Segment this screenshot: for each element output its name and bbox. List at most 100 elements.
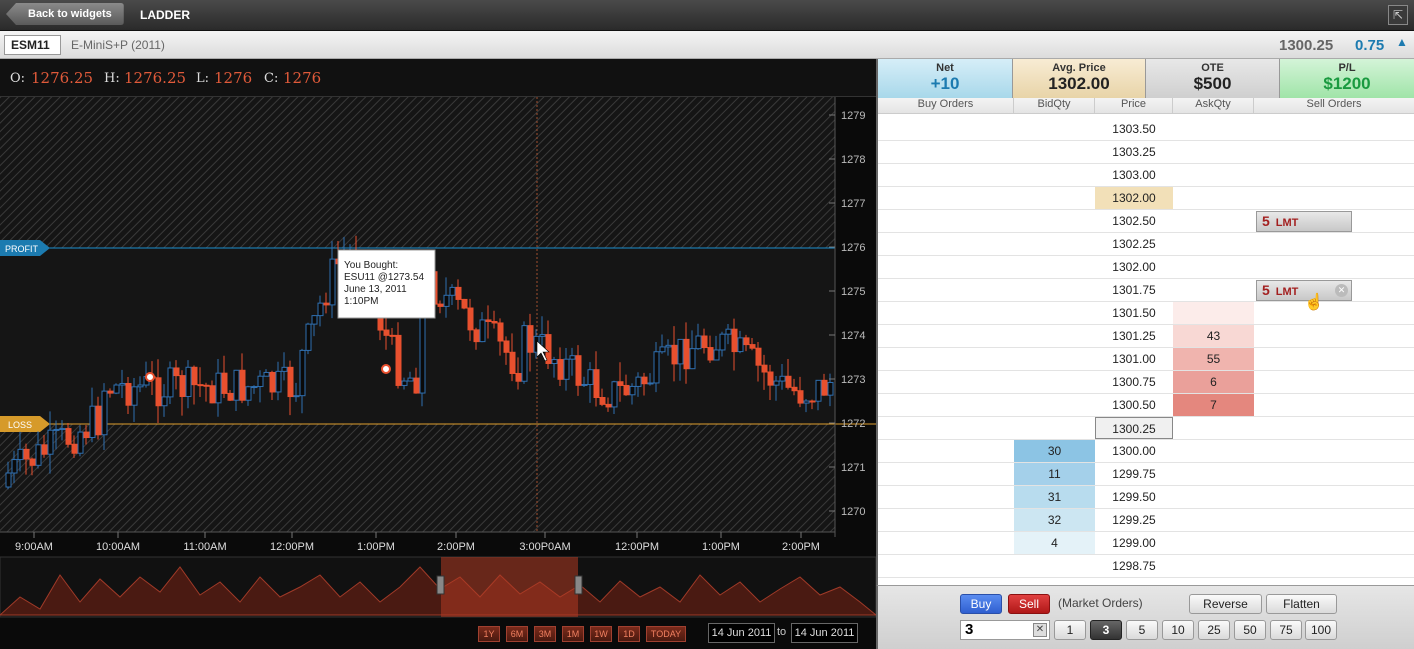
loss-tag[interactable] — [0, 416, 50, 432]
qty-preset-3[interactable]: 3 — [1090, 620, 1122, 640]
buy-order-cell[interactable] — [878, 141, 1014, 163]
qty-preset-10[interactable]: 10 — [1162, 620, 1194, 640]
ladder-row[interactable]: 1303.00 — [878, 164, 1414, 187]
trade-marker[interactable] — [145, 372, 155, 382]
price-chart[interactable]: PROFIT LOSS 1279 1278 1277 1276 1275 1274 1273… — [0, 97, 876, 649]
trade-marker[interactable] — [381, 364, 391, 374]
buy-order-cell[interactable] — [878, 463, 1014, 485]
buy-order-cell[interactable] — [878, 325, 1014, 347]
sell-order-cell[interactable] — [1254, 532, 1414, 554]
bid-qty-cell[interactable] — [1014, 348, 1095, 370]
ladder-row[interactable]: 11 1299.75 — [878, 463, 1414, 486]
buy-order-cell[interactable] — [878, 555, 1014, 577]
ask-qty-cell[interactable] — [1173, 164, 1254, 186]
ask-qty-cell[interactable] — [1173, 509, 1254, 531]
ladder-row[interactable]: 1300.75 6 — [878, 371, 1414, 394]
ask-qty-cell[interactable] — [1173, 302, 1254, 324]
qty-preset-25[interactable]: 25 — [1198, 620, 1230, 640]
sell-order-cell[interactable] — [1254, 164, 1414, 186]
sell-order-cell[interactable] — [1254, 509, 1414, 531]
ladder-row[interactable]: 1298.75 — [878, 555, 1414, 578]
ladder-row[interactable]: 31 1299.50 — [878, 486, 1414, 509]
symbol-code[interactable]: ESM11 — [4, 35, 61, 55]
sell-order-cell[interactable] — [1254, 187, 1414, 209]
ask-qty-cell[interactable] — [1173, 233, 1254, 255]
sell-order-cell[interactable]: 5 LMT ✕ — [1254, 279, 1414, 301]
qty-preset-1[interactable]: 1 — [1054, 620, 1086, 640]
from-date[interactable]: 14 Jun 2011 — [708, 623, 775, 643]
bid-qty-cell[interactable] — [1014, 279, 1095, 301]
bid-qty-cell[interactable] — [1014, 118, 1095, 140]
bid-qty-cell[interactable]: 11 — [1014, 463, 1095, 485]
navigator-window[interactable] — [441, 557, 578, 617]
sell-order-cell[interactable] — [1254, 348, 1414, 370]
ask-qty-cell[interactable] — [1173, 256, 1254, 278]
sell-button[interactable]: Sell — [1008, 594, 1050, 614]
ask-qty-cell[interactable] — [1173, 555, 1254, 577]
reverse-button[interactable]: Reverse — [1189, 594, 1262, 614]
bid-qty-cell[interactable] — [1014, 417, 1095, 439]
ladder-row[interactable]: 1302.00 — [878, 256, 1414, 279]
bid-qty-cell[interactable] — [1014, 302, 1095, 324]
range-button-1y[interactable]: 1Y — [478, 626, 500, 642]
buy-order-cell[interactable] — [878, 164, 1014, 186]
flatten-button[interactable]: Flatten — [1266, 594, 1337, 614]
bid-qty-cell[interactable] — [1014, 394, 1095, 416]
sell-order-cell[interactable] — [1254, 302, 1414, 324]
buy-order-cell[interactable] — [878, 279, 1014, 301]
buy-order-cell[interactable] — [878, 417, 1014, 439]
ask-qty-cell[interactable] — [1173, 486, 1254, 508]
bid-qty-cell[interactable] — [1014, 325, 1095, 347]
sell-order-cell[interactable] — [1254, 555, 1414, 577]
back-to-widgets-button[interactable]: Back to widgets — [6, 3, 124, 25]
limit-order-chip[interactable]: 5 LMT ✕ — [1256, 280, 1352, 301]
popout-icon[interactable]: ⇱ — [1388, 5, 1408, 25]
buy-order-cell[interactable] — [878, 233, 1014, 255]
to-date[interactable]: 14 Jun 2011 — [791, 623, 858, 643]
ask-qty-cell[interactable] — [1173, 279, 1254, 301]
bid-qty-cell[interactable] — [1014, 233, 1095, 255]
buy-order-cell[interactable] — [878, 348, 1014, 370]
sell-order-cell[interactable] — [1254, 371, 1414, 393]
ask-qty-cell[interactable] — [1173, 187, 1254, 209]
range-button-today[interactable]: TODAY — [646, 626, 686, 642]
ladder-row[interactable]: 1301.00 55 — [878, 348, 1414, 371]
range-button-1m[interactable]: 1M — [562, 626, 584, 642]
bid-qty-cell[interactable]: 31 — [1014, 486, 1095, 508]
sell-order-cell[interactable] — [1254, 233, 1414, 255]
buy-order-cell[interactable] — [878, 486, 1014, 508]
buy-button[interactable]: Buy — [960, 594, 1002, 614]
bid-qty-cell[interactable] — [1014, 187, 1095, 209]
ask-qty-cell[interactable] — [1173, 210, 1254, 232]
ask-qty-cell[interactable] — [1173, 440, 1254, 462]
sell-order-cell[interactable] — [1254, 440, 1414, 462]
sell-order-cell[interactable] — [1254, 463, 1414, 485]
buy-order-cell[interactable] — [878, 210, 1014, 232]
ladder-row[interactable]: 1301.75 5 LMT ✕ — [878, 279, 1414, 302]
ladder-row[interactable]: 1301.25 43 — [878, 325, 1414, 348]
ladder-row[interactable]: 1303.25 — [878, 141, 1414, 164]
buy-order-cell[interactable] — [878, 187, 1014, 209]
bid-qty-cell[interactable] — [1014, 555, 1095, 577]
range-button-6m[interactable]: 6M — [506, 626, 528, 642]
sell-order-cell[interactable]: 5 LMT — [1254, 210, 1414, 232]
sell-order-cell[interactable] — [1254, 141, 1414, 163]
bid-qty-cell[interactable] — [1014, 256, 1095, 278]
buy-order-cell[interactable] — [878, 118, 1014, 140]
buy-order-cell[interactable] — [878, 302, 1014, 324]
buy-order-cell[interactable] — [878, 440, 1014, 462]
range-button-1d[interactable]: 1D — [618, 626, 640, 642]
qty-preset-50[interactable]: 50 — [1234, 620, 1266, 640]
sell-order-cell[interactable] — [1254, 256, 1414, 278]
bid-qty-cell[interactable] — [1014, 164, 1095, 186]
navigator-handle-left[interactable] — [436, 575, 445, 595]
ladder-row[interactable]: 32 1299.25 — [878, 509, 1414, 532]
quantity-input[interactable]: 3 — [960, 620, 1050, 640]
ladder-row[interactable]: 1302.00 — [878, 187, 1414, 210]
bid-qty-cell[interactable]: 32 — [1014, 509, 1095, 531]
buy-order-cell[interactable] — [878, 256, 1014, 278]
ladder-row[interactable]: 30 1300.00 — [878, 440, 1414, 463]
buy-order-cell[interactable] — [878, 371, 1014, 393]
sell-order-cell[interactable] — [1254, 118, 1414, 140]
profit-tag[interactable] — [0, 240, 50, 256]
